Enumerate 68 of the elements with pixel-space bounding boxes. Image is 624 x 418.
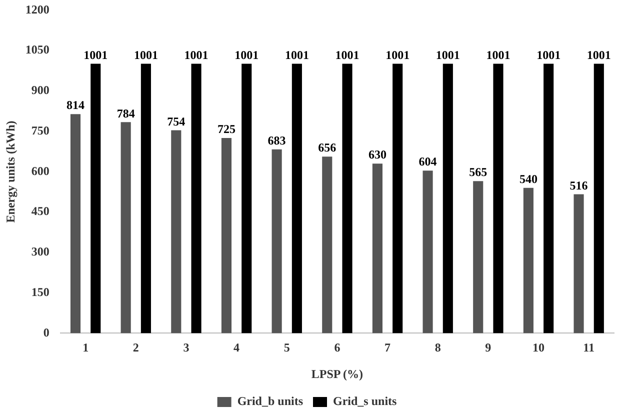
bar [342,64,352,334]
x-tick-label: 2 [132,340,139,354]
data-label: 604 [418,154,437,169]
x-tick-label: 8 [434,340,441,354]
data-label: 1001 [234,48,259,62]
bar [422,170,433,334]
bar [442,64,453,334]
bar [574,194,584,334]
x-tick-label: 1 [82,340,89,354]
x-tick-label: 3 [183,340,190,354]
data-label: 516 [570,178,588,192]
bar [221,138,232,334]
data-label: 1001 [335,48,360,62]
data-label: 656 [318,140,336,155]
data-label: 683 [268,133,286,148]
x-tick-label: 11 [583,340,595,354]
x-tick-label: 9 [485,340,492,354]
data-label: 1001 [84,48,108,62]
bar [544,64,554,334]
data-label: 1001 [436,48,460,62]
data-label: 565 [469,165,488,180]
y-tick-label: 600 [31,164,50,178]
legend-label: Grid_b units [237,394,304,408]
bar [372,164,382,334]
y-tick-label: 150 [31,284,50,299]
y-tick-label: 750 [31,123,50,138]
x-tick-label: 5 [284,340,290,354]
y-tick-label: 1050 [25,42,50,57]
y-tick-label: 300 [31,244,50,259]
bar [171,130,182,334]
legend-label: Grid_s units [333,394,398,408]
bar [292,64,302,334]
bar [594,64,604,334]
data-label: 1001 [536,48,561,62]
y-tick-label: 900 [31,83,50,98]
x-tick-label: 4 [234,340,240,354]
y-tick-label: 1200 [25,2,50,16]
data-label: 540 [519,172,538,186]
bar [272,149,282,334]
data-label: 1001 [284,48,309,62]
bar [140,64,151,334]
bar [120,122,131,334]
bar [90,64,101,334]
bar [70,114,81,334]
x-tick-label: 6 [334,340,340,354]
data-label: 1001 [386,48,410,62]
data-label: 754 [167,114,186,128]
bar [493,64,504,334]
data-label: 630 [368,148,386,162]
bar [191,64,202,334]
data-label: 1001 [586,48,611,62]
data-label: 1001 [486,48,510,62]
data-label: 1001 [184,48,208,62]
bar [322,156,332,334]
x-tick-label: 7 [384,340,391,354]
y-axis-title: Energy units (kWh) [3,120,18,223]
bar [523,188,534,334]
x-axis-title: LPSP (%) [311,366,364,381]
x-tick-label: 10 [532,340,545,354]
data-label: 1001 [134,48,158,62]
bar [392,64,403,334]
data-label: 814 [66,98,84,112]
bar [242,64,252,334]
data-label: 725 [217,122,236,136]
y-tick-label: 450 [31,204,50,218]
bar [473,181,484,334]
y-tick-label: 0 [43,325,50,340]
data-label: 784 [116,106,135,120]
